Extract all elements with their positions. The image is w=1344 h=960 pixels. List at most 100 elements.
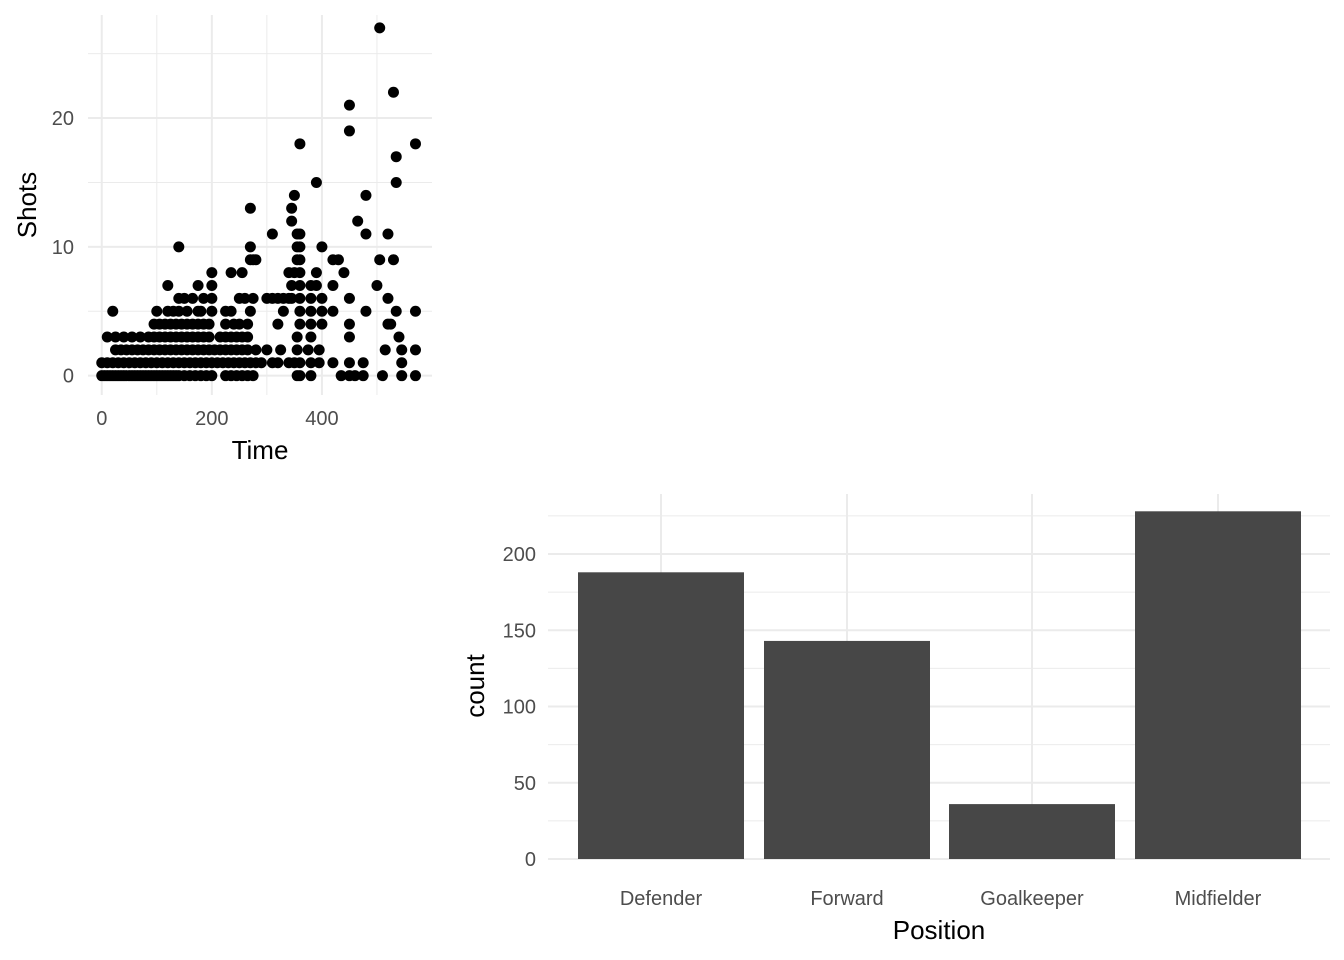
scatter-point: [198, 292, 210, 304]
scatter-point: [126, 331, 138, 343]
scatter-point: [316, 318, 328, 330]
scatter-point: [244, 202, 256, 214]
bar-x-tick-label: Goalkeeper: [980, 888, 1084, 910]
scatter-point: [305, 292, 317, 304]
scatter-point: [225, 267, 237, 279]
scatter-point: [327, 357, 339, 369]
scatter-point: [316, 292, 328, 304]
scatter-point: [294, 280, 306, 292]
scatter-point: [396, 370, 408, 382]
scatter-point: [101, 331, 113, 343]
scatter-point: [250, 344, 262, 356]
scatter-point: [294, 305, 306, 317]
scatter-point: [294, 318, 306, 330]
scatter-y-axis-title: Shots: [12, 172, 42, 239]
bar-y-tick-label: 0: [525, 849, 536, 871]
scatter-point: [134, 331, 146, 343]
scatter-point: [385, 318, 397, 330]
scatter-point: [203, 318, 215, 330]
scatter-point: [376, 370, 388, 382]
scatter-point: [343, 125, 355, 137]
scatter-point: [343, 99, 355, 111]
scatter-point: [393, 331, 405, 343]
scatter-point: [242, 318, 254, 330]
scatter-point: [294, 370, 306, 382]
scatter-point: [192, 280, 204, 292]
bar-midfielder: [1135, 511, 1301, 859]
scatter-point: [173, 241, 185, 253]
scatter-point: [206, 292, 218, 304]
scatter-point: [286, 280, 298, 292]
scatter-point: [275, 344, 287, 356]
scatter-x-tick-label: 400: [305, 408, 338, 430]
bar-y-tick-label: 150: [503, 620, 536, 642]
scatter-point: [203, 331, 215, 343]
bar-x-tick-label: Midfielder: [1175, 888, 1262, 910]
scatter-point: [220, 318, 232, 330]
scatter-x-tick-labels: 0 200 400: [96, 408, 338, 430]
scatter-point: [316, 305, 328, 317]
scatter-point: [288, 189, 300, 201]
scatter-x-tick-label: 200: [195, 408, 228, 430]
bar-chart-panel: Defender Forward Goalkeeper Midfielder 0 50 1…: [460, 494, 1330, 945]
scatter-point: [206, 267, 218, 279]
scatter-point: [305, 318, 317, 330]
scatter-plot-panel: 0 200 400 0 10 20 Time Shots: [12, 15, 432, 465]
scatter-point: [242, 344, 254, 356]
scatter-point: [110, 331, 122, 343]
scatter-point: [181, 305, 193, 317]
scatter-point: [305, 305, 317, 317]
scatter-point: [343, 331, 355, 343]
scatter-point: [247, 370, 259, 382]
scatter-point: [162, 280, 174, 292]
scatter-point: [242, 331, 254, 343]
scatter-point: [286, 292, 298, 304]
scatter-point: [305, 357, 317, 369]
scatter-point: [272, 318, 284, 330]
scatter-point: [206, 280, 218, 292]
scatter-point: [371, 280, 383, 292]
scatter-point: [409, 344, 421, 356]
scatter-x-axis-title: Time: [232, 435, 289, 465]
scatter-point: [379, 344, 391, 356]
bar-x-tick-labels: Defender Forward Goalkeeper Midfielder: [620, 888, 1262, 910]
bar-y-tick-labels: 0 50 100 150 200: [503, 544, 536, 871]
scatter-point: [305, 331, 317, 343]
scatter-point: [291, 344, 303, 356]
scatter-point: [151, 305, 163, 317]
scatter-y-tick-label: 0: [63, 366, 74, 388]
bar-goalkeeper: [949, 804, 1115, 859]
scatter-gridlines: [88, 15, 432, 395]
scatter-point: [233, 318, 245, 330]
scatter-point: [374, 254, 386, 266]
scatter-point: [327, 305, 339, 317]
scatter-point: [206, 370, 218, 382]
scatter-point: [195, 305, 207, 317]
scatter-point: [387, 86, 399, 98]
scatter-point: [244, 241, 256, 253]
scatter-point: [294, 241, 306, 253]
scatter-point: [302, 344, 314, 356]
scatter-point: [294, 254, 306, 266]
scatter-point: [178, 292, 190, 304]
scatter-point: [338, 267, 350, 279]
scatter-point: [313, 357, 325, 369]
scatter-point: [390, 151, 402, 163]
scatter-point: [173, 305, 185, 317]
scatter-point: [409, 370, 421, 382]
scatter-point: [357, 357, 369, 369]
bar-y-axis-title: count: [460, 653, 490, 717]
bar-x-tick-label: Defender: [620, 888, 703, 910]
scatter-point: [360, 228, 372, 240]
scatter-point: [250, 254, 262, 266]
scatter-points: [96, 22, 421, 382]
scatter-point: [327, 280, 339, 292]
scatter-point: [332, 254, 344, 266]
scatter-point: [343, 318, 355, 330]
scatter-point: [239, 292, 251, 304]
scatter-point: [357, 370, 369, 382]
scatter-point: [382, 292, 394, 304]
scatter-point: [244, 305, 256, 317]
scatter-point: [352, 215, 364, 227]
